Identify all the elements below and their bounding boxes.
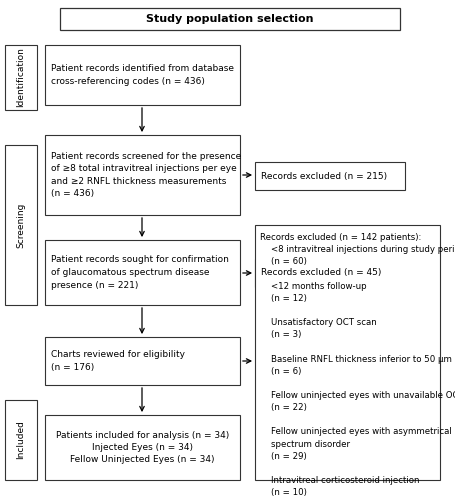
Bar bbox=[60, 8, 400, 30]
Text: Screening: Screening bbox=[16, 202, 25, 248]
Bar bbox=[255, 225, 440, 480]
Text: Study population selection: Study population selection bbox=[146, 14, 314, 24]
Text: Records excluded (n = 215): Records excluded (n = 215) bbox=[261, 172, 387, 180]
Text: Patient records sought for confirmation
of glaucomatous spectrum disease
presenc: Patient records sought for confirmation … bbox=[51, 256, 229, 290]
Text: Patient records screened for the presence
of ≥8 total intravitreal injections pe: Patient records screened for the presenc… bbox=[51, 152, 241, 198]
Text: Records excluded (n = 45): Records excluded (n = 45) bbox=[261, 268, 381, 278]
Bar bbox=[5, 400, 37, 480]
Bar bbox=[45, 45, 240, 105]
Bar bbox=[255, 162, 405, 190]
Bar bbox=[5, 45, 37, 110]
Text: Charts reviewed for eligibility
(n = 176): Charts reviewed for eligibility (n = 176… bbox=[51, 350, 185, 372]
Text: Patient records identified from database
cross-referencing codes (n = 436): Patient records identified from database… bbox=[51, 64, 234, 86]
Text: Records excluded (n = 142 patients):
    <8 intravitreal injections during study: Records excluded (n = 142 patients): <8 … bbox=[260, 233, 455, 497]
Bar bbox=[255, 259, 405, 287]
Text: Included: Included bbox=[16, 420, 25, 460]
Bar bbox=[45, 240, 240, 305]
Bar bbox=[45, 337, 240, 385]
Text: Patients included for analysis (n = 34)
Injected Eyes (n = 34)
Fellow Uninjected: Patients included for analysis (n = 34) … bbox=[56, 430, 229, 464]
Bar bbox=[45, 415, 240, 480]
Text: Identification: Identification bbox=[16, 48, 25, 108]
Bar bbox=[45, 135, 240, 215]
Bar bbox=[5, 145, 37, 305]
